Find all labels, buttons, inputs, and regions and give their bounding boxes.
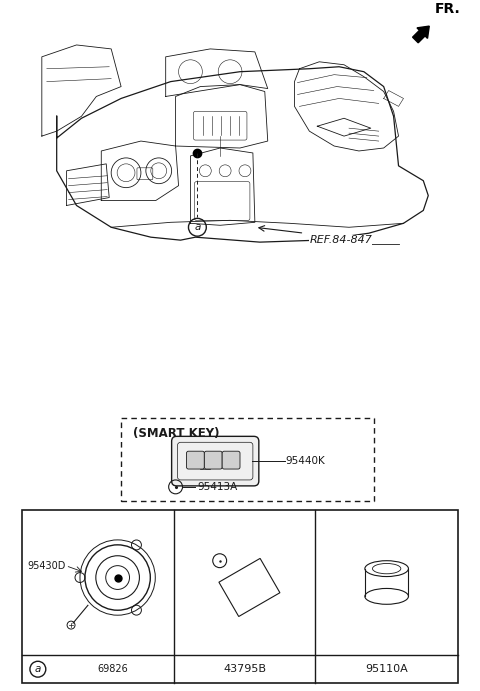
Text: REF.84-847: REF.84-847	[310, 235, 372, 245]
Text: 95413A: 95413A	[197, 482, 238, 492]
Bar	[121, 417, 374, 501]
Text: 95110A: 95110A	[365, 664, 408, 674]
Text: FR.: FR.	[435, 2, 461, 16]
FancyBboxPatch shape	[187, 451, 204, 469]
Text: 43795B: 43795B	[223, 664, 266, 674]
FancyBboxPatch shape	[172, 436, 259, 486]
Text: 69826: 69826	[98, 664, 129, 674]
FancyArrow shape	[413, 26, 429, 43]
Ellipse shape	[365, 560, 408, 576]
Text: 95430D: 95430D	[27, 560, 65, 571]
Bar	[22, 510, 458, 683]
Text: a: a	[194, 223, 201, 232]
Text: (SMART KEY): (SMART KEY)	[133, 428, 219, 440]
Text: 95440K: 95440K	[286, 456, 325, 466]
FancyBboxPatch shape	[204, 451, 222, 469]
FancyBboxPatch shape	[222, 451, 240, 469]
Text: a: a	[35, 664, 41, 674]
